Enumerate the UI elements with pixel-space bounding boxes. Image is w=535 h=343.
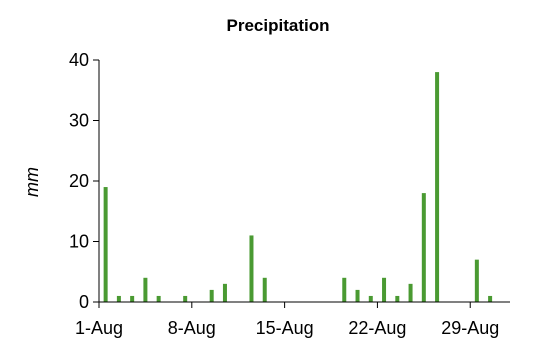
x-tick-label: 29-Aug — [441, 318, 499, 338]
y-tick-label: 20 — [69, 171, 89, 191]
x-tick-label: 8-Aug — [168, 318, 216, 338]
x-tick-label: 22-Aug — [348, 318, 406, 338]
bar-4-Aug — [143, 277, 148, 302]
bar-24-Aug — [408, 283, 413, 302]
y-axis-ticks: 0 10 20 30 40 — [69, 50, 99, 312]
bar-23-Aug — [395, 295, 400, 302]
bar-29-Aug — [474, 259, 479, 302]
bar-25-Aug — [421, 193, 426, 302]
y-tick-label: 10 — [69, 232, 89, 252]
y-tick-label: 0 — [79, 292, 89, 312]
bar-12-Aug — [249, 235, 254, 302]
bar-19-Aug — [342, 277, 347, 302]
x-axis-ticks: 1-Aug 8-Aug 15-Aug 22-Aug 29-Aug — [75, 302, 499, 338]
bar-30-Aug — [488, 295, 493, 302]
chart-title: Precipitation — [227, 16, 330, 35]
bar-5-Aug — [156, 295, 161, 302]
bar-3-Aug — [130, 295, 135, 302]
y-axis-label: mm — [22, 167, 42, 197]
bar-21-Aug — [368, 295, 373, 302]
bar-22-Aug — [382, 277, 387, 302]
bar-10-Aug — [222, 283, 227, 302]
bars-group — [103, 72, 493, 302]
x-tick-label: 1-Aug — [75, 318, 123, 338]
y-tick-label: 40 — [69, 50, 89, 70]
bar-2-Aug — [116, 295, 121, 302]
bar-20-Aug — [355, 289, 360, 302]
bar-1-Aug — [103, 187, 108, 302]
bar-7-Aug — [183, 295, 188, 302]
bar-26-Aug — [435, 72, 440, 302]
bar-9-Aug — [209, 289, 214, 302]
y-tick-label: 30 — [69, 111, 89, 131]
bar-13-Aug — [262, 277, 267, 302]
x-tick-label: 15-Aug — [256, 318, 314, 338]
